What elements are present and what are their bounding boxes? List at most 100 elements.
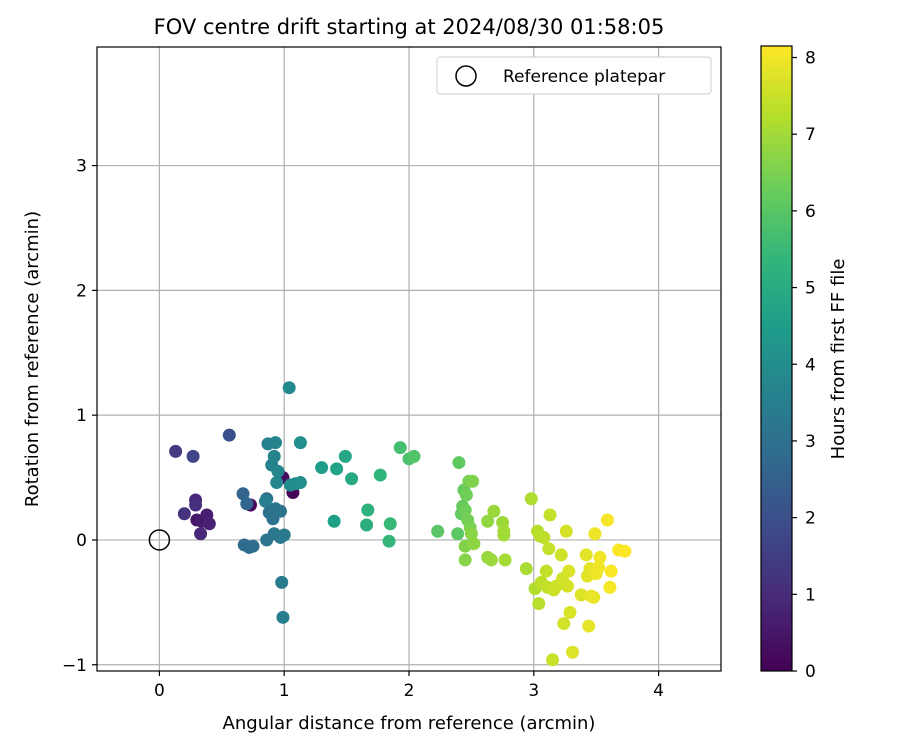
colorbar-tick-label: 0 (805, 662, 816, 682)
x-tick-label: 4 (653, 681, 664, 701)
colorbar-tick-label: 2 (805, 509, 816, 529)
data-point (276, 610, 290, 624)
colorbar (761, 46, 792, 671)
data-point (407, 449, 421, 463)
y-tick-label: 1 (76, 406, 87, 426)
data-point (222, 428, 236, 442)
data-point (194, 527, 208, 541)
colorbar-tick-label: 7 (805, 125, 816, 145)
colorbar-tick-label: 3 (805, 432, 816, 452)
data-point (554, 548, 568, 562)
data-point (236, 487, 250, 501)
data-point (330, 462, 344, 476)
legend-label: Reference platepar (503, 67, 665, 87)
colorbar-tick-label: 5 (805, 279, 816, 299)
x-axis-ticks: 0 1 2 3 4 (154, 671, 664, 701)
y-axis-label: Rotation from reference (arcmin) (22, 211, 43, 507)
y-axis-ticks: −1 0 1 2 3 (62, 157, 97, 676)
data-point (268, 436, 282, 450)
y-tick-label: −1 (62, 656, 87, 676)
data-point (592, 560, 606, 574)
data-point (186, 449, 200, 463)
data-point (498, 553, 512, 567)
colorbar-ticks: 0 1 2 3 4 5 6 7 8 (792, 49, 816, 682)
data-point (497, 528, 511, 542)
y-tick-label: 3 (76, 157, 87, 177)
data-point (273, 504, 287, 518)
data-point (189, 498, 203, 512)
colorbar-tick-label: 1 (805, 585, 816, 605)
legend-marker (455, 65, 477, 87)
data-point (271, 464, 285, 478)
data-point (452, 456, 466, 470)
data-point (293, 436, 307, 450)
colorbar-tick-label: 4 (805, 355, 816, 375)
data-point (267, 449, 281, 463)
legend: Reference platepar (436, 56, 712, 95)
colorbar-tick-label: 6 (805, 202, 816, 222)
data-point (539, 564, 553, 578)
data-point (593, 550, 607, 564)
data-points (169, 381, 632, 667)
legend-box (436, 56, 712, 95)
data-point (579, 548, 593, 562)
data-point (542, 542, 556, 556)
data-point (202, 517, 216, 531)
data-point (246, 539, 260, 553)
data-point (258, 494, 272, 508)
x-tick-label: 1 (279, 681, 290, 701)
data-point (327, 514, 341, 528)
data-point (524, 492, 538, 506)
data-point (560, 579, 574, 593)
data-point (431, 524, 445, 538)
data-point (563, 605, 577, 619)
x-tick-label: 3 (528, 681, 539, 701)
data-point (588, 527, 602, 541)
data-point (451, 527, 465, 541)
data-point (484, 553, 498, 567)
data-point (603, 580, 617, 594)
data-point (282, 381, 296, 395)
data-point (459, 488, 473, 502)
data-point (177, 507, 191, 521)
data-point (240, 497, 254, 511)
data-point (275, 575, 289, 589)
data-point (169, 444, 183, 458)
colorbar-label: Hours from first FF file (828, 259, 849, 460)
data-point (360, 518, 374, 532)
data-point (361, 503, 375, 517)
x-axis-label: Angular distance from reference (arcmin) (223, 713, 596, 734)
colorbar-frame (760, 45, 793, 672)
data-point (487, 504, 501, 518)
colorbar-tick-label: 8 (805, 49, 816, 69)
x-tick-label: 2 (404, 681, 415, 701)
data-point (338, 449, 352, 463)
data-point (467, 537, 481, 551)
data-point (587, 590, 601, 604)
data-point (582, 619, 596, 633)
data-point (383, 517, 397, 531)
reference-marker (148, 529, 171, 551)
data-point (600, 513, 614, 527)
y-tick-label: 0 (76, 531, 87, 551)
data-point (315, 461, 329, 475)
data-point (537, 530, 551, 544)
data-point (574, 588, 588, 602)
data-point (618, 544, 632, 558)
data-point (557, 617, 571, 631)
data-point (562, 564, 576, 578)
data-point (393, 441, 407, 455)
data-point (532, 597, 546, 611)
data-point (565, 645, 579, 659)
y-tick-label: 2 (76, 281, 87, 301)
data-point (345, 472, 359, 486)
grid-lines (97, 47, 721, 671)
data-point (293, 476, 307, 490)
data-point (543, 508, 557, 522)
data-point (519, 562, 533, 576)
data-point (270, 476, 284, 490)
data-point (373, 468, 387, 482)
data-point (458, 503, 472, 517)
